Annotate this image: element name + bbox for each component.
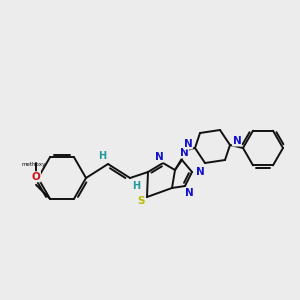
Text: O: O <box>32 172 40 182</box>
Text: methoxy: methoxy <box>22 162 46 167</box>
Text: H: H <box>98 151 106 161</box>
Text: N: N <box>154 152 164 162</box>
Text: N: N <box>180 148 188 158</box>
Text: H: H <box>132 181 140 191</box>
Text: N: N <box>232 136 242 146</box>
Text: N: N <box>184 139 192 149</box>
Text: N: N <box>184 188 194 198</box>
Text: N: N <box>196 167 204 177</box>
Text: S: S <box>137 196 145 206</box>
